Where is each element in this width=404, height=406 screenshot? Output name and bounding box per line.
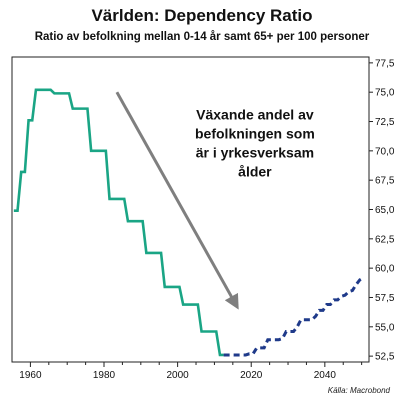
x-tick-label: 2040 [314,370,337,381]
y-tick-label: 77,5 [375,58,395,69]
y-tick-label: 62,5 [375,234,395,245]
x-tick-label: 2020 [240,370,263,381]
y-tick-label: 52,5 [375,352,395,363]
y-tick-label: 67,5 [375,176,395,187]
annotation-line: Växande andel av [196,107,314,123]
y-tick-label: 55,0 [375,322,395,333]
forecast-series-line [223,276,365,357]
x-tick-label: 1980 [93,370,116,381]
y-tick-label: 60,0 [375,264,395,275]
annotation-line: befolkningen som [195,126,315,142]
y-tick-label: 70,0 [375,146,395,157]
y-tick-label: 57,5 [375,293,395,304]
y-tick-label: 65,0 [375,205,395,216]
annotation-line: ålder [238,164,272,180]
x-tick-label: 1960 [19,370,42,381]
historical-series-line [13,88,224,357]
source-note: Källa: Macrobond [327,386,390,395]
x-tick-label: 2000 [166,370,189,381]
y-tick-label: 75,0 [375,88,395,99]
chart-title: Världen: Dependency Ratio [91,6,313,25]
trend-arrow [115,91,239,310]
y-tick-label: 72,5 [375,117,395,128]
chart-subtitle: Ratio av befolkning mellan 0-14 år samt … [34,31,370,43]
annotation-line: är i yrkesverksam [196,145,314,161]
